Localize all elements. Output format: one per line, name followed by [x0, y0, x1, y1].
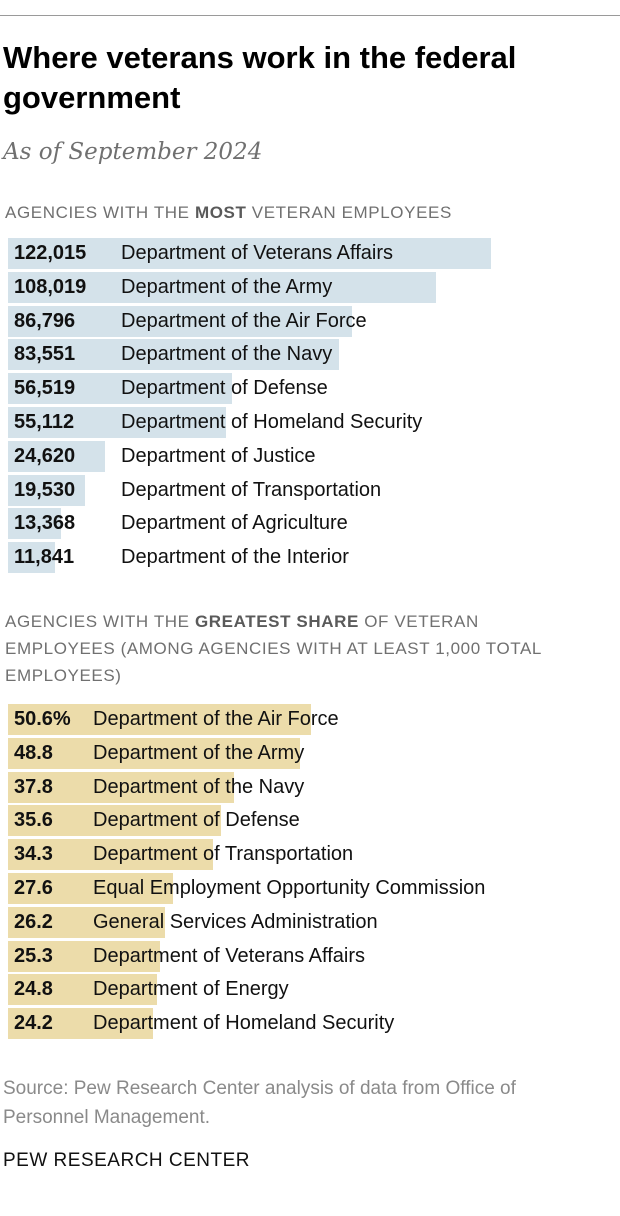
greatest-share-value-label: 50.6% [14, 708, 71, 730]
greatest-share-category-label: Equal Employment Opportunity Commission [93, 877, 486, 899]
most-veterans-value-label: 86,796 [14, 309, 76, 332]
greatest-share-category-label: Department of Energy [93, 978, 289, 1001]
section-label-most-suffix: VETERAN EMPLOYEES [246, 203, 452, 222]
greatest-share-value-label: 26.2 [14, 910, 53, 933]
most-veterans-row: 24,620 Department of Justice [0, 440, 620, 472]
section-label-most-emphasis: MOST [194, 203, 247, 222]
most-veterans-bar [8, 508, 61, 540]
most-veterans-bar [8, 339, 339, 371]
section-label-share-emphasis: GREATEST SHARE [194, 612, 359, 631]
greatest-share-category-label: Department of Veterans Affairs [93, 944, 366, 967]
most-veterans-category-label: Department of Veterans Affairs [121, 242, 394, 264]
greatest-share-row: 35.6 Department of Defense [0, 805, 620, 837]
most-veterans-row: 122,015 Department of Veterans Affairs [0, 238, 620, 269]
greatest-share-bar [8, 940, 160, 972]
most-veterans-category-label: Department of Transportation [121, 478, 382, 501]
most-veterans-category-label: Department of the Navy [121, 343, 333, 366]
most-veterans-bar [8, 407, 227, 438]
greatest-share-row: 37.8 Department of the Navy [0, 771, 620, 803]
greatest-share-bar [8, 839, 214, 871]
most-veterans-category-label: Department of the Interior [121, 546, 349, 569]
top-rule [0, 15, 620, 16]
greatest-share-category-label: Department of the Army [93, 741, 305, 764]
greatest-share-row: 26.2 General Services Administration [0, 906, 620, 938]
greatest-share-value-label: 24.2 [14, 1012, 53, 1035]
greatest-share-value-label: 25.3 [14, 944, 53, 967]
greatest-share-category-label: Department of the Navy [93, 775, 305, 798]
greatest-share-row: 24.8 Department of Energy [0, 974, 620, 1006]
most-veterans-bar [8, 271, 436, 303]
greatest-share-bar [8, 1008, 153, 1040]
greatest-share-category-label: Department of Homeland Security [93, 1012, 395, 1035]
most-veterans-bar [8, 305, 352, 337]
source-note: Source: Pew Research Center analysis of … [3, 1078, 516, 1128]
most-veterans-row: 56,519 Department of Defense [0, 373, 620, 405]
most-veterans-row: 19,530 Department of Transportation [0, 474, 620, 506]
most-veterans-value-label: 55,112 [14, 411, 75, 433]
greatest-share-value-label: 34.3 [14, 843, 53, 866]
chart-subtitle: As of September 2024 [3, 139, 263, 165]
greatest-share-value-label: 24.8 [14, 978, 53, 1001]
greatest-share-category-label: General Services Administration [93, 910, 378, 933]
greatest-share-bar [8, 805, 222, 837]
most-veterans-category-label: Department of Justice [121, 444, 316, 467]
greatest-share-category-label: Department of the Air Force [93, 708, 339, 730]
most-veterans-category-label: Department of Homeland Security [121, 411, 423, 433]
most-veterans-row: 11,841 Department of the Interior [0, 542, 620, 574]
greatest-share-row: 27.6 Equal Employment Opportunity Commiss… [0, 873, 620, 904]
most-veterans-value-label: 11,841 [14, 546, 75, 569]
most-veterans-category-label: Department of the Air Force [121, 309, 367, 332]
greatest-share-bar [8, 974, 157, 1006]
greatest-share-bar [8, 771, 235, 803]
greatest-share-row: 24.2 Department of Homeland Security [0, 1008, 620, 1040]
most-veterans-row: 13,368 Department of Agriculture [0, 508, 620, 540]
greatest-share-category-label: Department of Defense [93, 809, 300, 832]
section-label-most: AGENCIES WITH THE MOST VETERAN EMPLOYEES [5, 199, 585, 226]
greatest-share-row: 34.3 Department of Transportation [0, 839, 620, 871]
most-veterans-category-label: Department of Agriculture [121, 512, 348, 535]
most-veterans-bar [8, 373, 232, 405]
most-veterans-value-label: 24,620 [14, 444, 76, 467]
greatest-share-value-label: 27.6 [14, 877, 53, 899]
greatest-share-category-label: Department of Transportation [93, 843, 354, 866]
greatest-share-bar [8, 906, 165, 938]
most-veterans-bar [8, 440, 106, 472]
greatest-share-bar [8, 704, 311, 735]
most-veterans-value-label: 13,368 [14, 512, 76, 535]
most-veterans-bar [8, 542, 55, 574]
greatest-share-row: 50.6% Department of the Air Force [0, 704, 620, 735]
greatest-share-row: 48.8 Department of the Army [0, 737, 620, 769]
most-veterans-row: 55,112 Department of Homeland Security [0, 407, 620, 438]
most-veterans-value-label: 122,015 [14, 242, 87, 264]
most-veterans-bar [8, 238, 491, 269]
most-veterans-category-label: Department of Defense [121, 377, 328, 400]
most-veterans-row: 86,796 Department of the Air Force [0, 305, 620, 337]
section-label-share: AGENCIES WITH THE GREATEST SHARE OF VETE… [5, 608, 585, 689]
greatest-share-value-label: 37.8 [14, 775, 53, 798]
most-veterans-row: 83,551 Department of the Navy [0, 339, 620, 371]
most-veterans-category-label: Department of the Army [121, 275, 333, 298]
greatest-share-value-label: 35.6 [14, 809, 53, 832]
most-veterans-value-label: 56,519 [14, 377, 76, 400]
section-label-share-prefix: AGENCIES WITH THE [5, 612, 195, 631]
section-label-most-prefix: AGENCIES WITH THE [5, 203, 195, 222]
greatest-share-bar [8, 873, 174, 904]
greatest-share-bar [8, 737, 301, 769]
most-veterans-row: 108,019 Department of the Army [0, 271, 620, 303]
most-veterans-bar [8, 474, 86, 506]
most-veterans-value-label: 83,551 [14, 343, 76, 366]
brand-label: PEW RESEARCH CENTER [3, 1150, 251, 1171]
chart-title: Where veterans work in the federal gover… [3, 40, 517, 115]
most-veterans-value-label: 19,530 [14, 478, 76, 501]
most-veterans-value-label: 108,019 [14, 275, 87, 298]
greatest-share-value-label: 48.8 [14, 741, 53, 764]
greatest-share-row: 25.3 Department of Veterans Affairs [0, 940, 620, 972]
section-label-share-suffix: OF VETERAN EMPLOYEES (AMONG AGENCIES WIT… [5, 612, 542, 685]
